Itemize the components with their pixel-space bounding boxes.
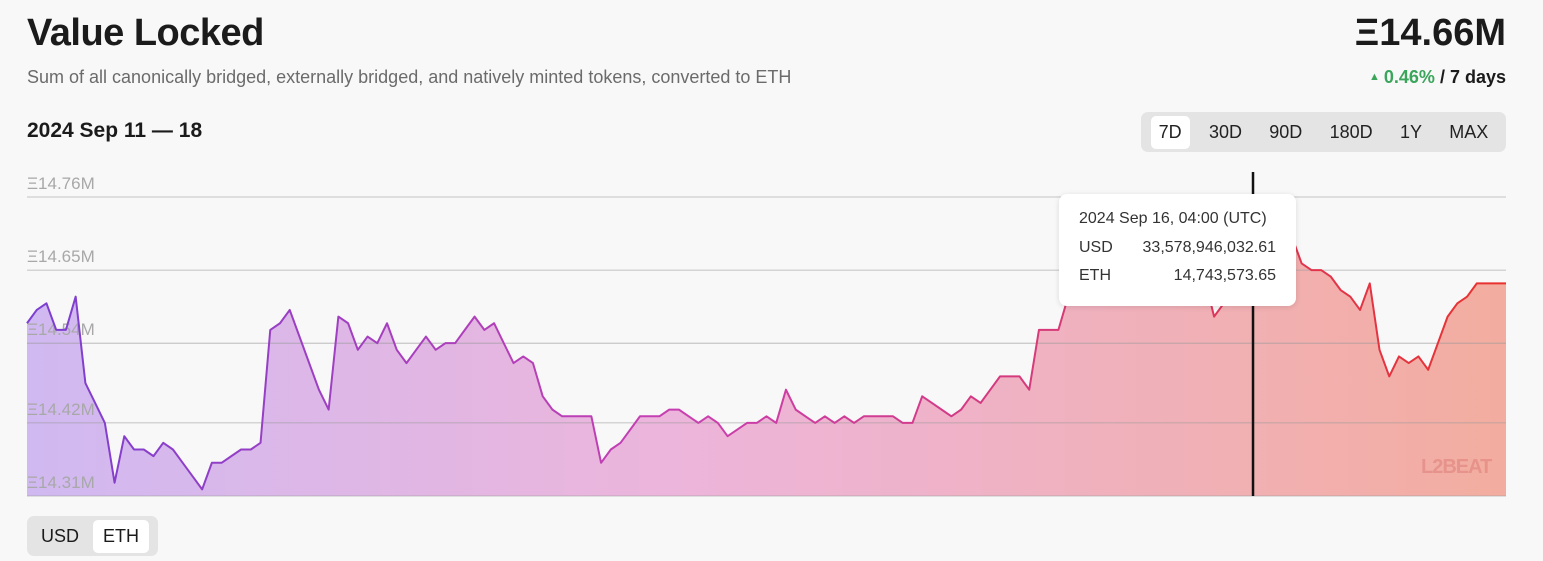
tooltip-usd-value: 33,578,946,032.61	[1142, 239, 1276, 256]
tooltip-usd-label: USD	[1079, 239, 1113, 256]
tab-max[interactable]: MAX	[1449, 121, 1489, 142]
l2beat-watermark: L2BEAT	[1421, 456, 1492, 478]
chart-subtitle: Sum of all canonically bridged, external…	[27, 67, 792, 87]
chart-area[interactable]: Ξ14.76M Ξ14.65M Ξ14.54M Ξ14.42M Ξ14.31M	[0, 165, 1543, 505]
tab-usd[interactable]: USD	[41, 525, 80, 546]
tab-90d[interactable]: 90D	[1269, 121, 1303, 142]
tooltip-usd-row: USD 33,578,946,032.61	[1079, 239, 1276, 257]
y-tick-label: Ξ14.42M	[27, 400, 95, 419]
chart-tooltip: 2024 Sep 16, 04:00 (UTC) USD 33,578,946,…	[1059, 194, 1296, 306]
tooltip-date: 2024 Sep 16, 04:00 (UTC)	[1079, 210, 1267, 227]
unit-tab-group: USD ETH	[27, 516, 158, 556]
y-tick-label: Ξ14.65M	[27, 247, 95, 266]
tab-1y[interactable]: 1Y	[1399, 121, 1422, 142]
change-period: / 7 days	[1439, 67, 1506, 87]
date-range: 2024 Sep 11 — 18	[27, 119, 203, 142]
arrow-up-icon: ▲	[1369, 71, 1380, 83]
total-value: Ξ14.66M	[1354, 12, 1506, 54]
tab-180d[interactable]: 180D	[1329, 121, 1373, 142]
tooltip-eth-label: ETH	[1079, 267, 1111, 284]
y-tick-label: Ξ14.31M	[27, 473, 95, 492]
change-percent: 0.46%	[1383, 67, 1435, 87]
tooltip-eth-row: ETH 14,743,573.65	[1079, 267, 1276, 285]
tooltip-eth-value: 14,743,573.65	[1173, 267, 1276, 284]
tab-7d[interactable]: 7D	[1150, 115, 1190, 149]
tab-eth[interactable]: ETH	[93, 519, 150, 553]
change-indicator: ▲ 0.46% / 7 days	[1369, 67, 1506, 88]
range-tab-group: 7D 30D 90D 180D 1Y MAX	[1141, 112, 1506, 152]
tab-30d[interactable]: 30D	[1208, 121, 1242, 142]
chart-title: Value Locked	[27, 12, 264, 54]
y-tick-label: Ξ14.76M	[27, 174, 95, 193]
